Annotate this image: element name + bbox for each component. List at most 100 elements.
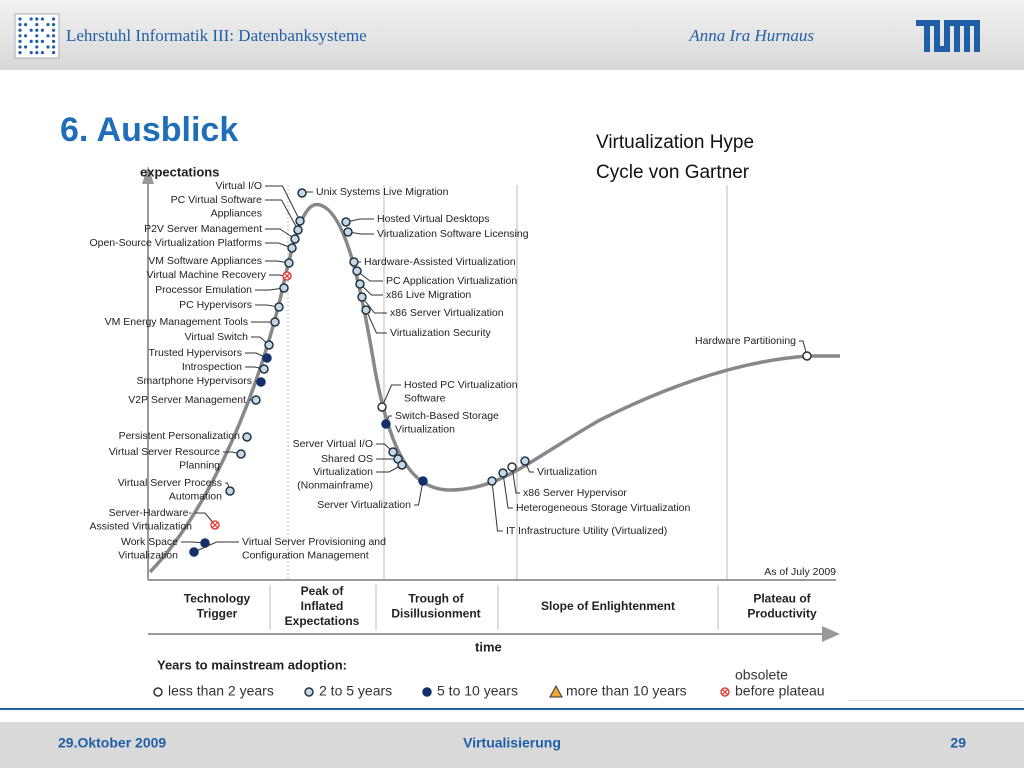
marker	[397, 460, 407, 470]
logo-dot	[46, 34, 50, 38]
logo-dot	[35, 51, 39, 55]
item-label: Hosted PC Virtualization	[404, 379, 518, 391]
marker	[225, 486, 235, 496]
logo-dot	[46, 45, 50, 49]
logo-dot	[40, 39, 45, 44]
item-label: Virtualization Software Licensing	[377, 228, 529, 240]
logo-dot	[35, 45, 39, 49]
marker	[498, 468, 508, 478]
marker	[274, 302, 284, 312]
connector	[265, 242, 293, 249]
item-label: Switch-Based Storage	[395, 410, 499, 422]
legend-title: Years to mainstream adoption:	[157, 657, 347, 672]
marker-cross	[722, 689, 728, 695]
connector	[365, 309, 387, 334]
item-label: Automation	[169, 490, 222, 502]
item-label: PC Virtual Software	[171, 194, 263, 206]
logo-dot	[18, 28, 22, 32]
item-label: Smartphone Hypervisors	[136, 375, 252, 387]
marker	[361, 305, 371, 315]
connector	[265, 185, 301, 222]
phase-label: Technology	[184, 592, 251, 606]
marker	[802, 351, 812, 361]
logo-dot	[18, 17, 22, 21]
marker	[295, 216, 305, 226]
item-label: Open-Source Virtualization Platforms	[89, 237, 262, 249]
item-label: Virtual Server Process	[118, 477, 222, 489]
logo-dot	[52, 23, 56, 27]
phase-label: Slope of Enlightenment	[541, 599, 675, 613]
logo-dot	[52, 28, 56, 32]
connector	[356, 270, 383, 282]
footer-rule	[0, 708, 1024, 710]
marker	[293, 225, 303, 235]
marker	[377, 402, 387, 412]
connector	[345, 218, 374, 223]
connector	[265, 228, 296, 240]
item-label: x86 Server Hypervisor	[523, 487, 627, 499]
item-label: (Nonmainframe)	[297, 479, 373, 491]
marker	[352, 266, 362, 276]
logo-dot	[18, 34, 22, 38]
logo-dot	[35, 28, 39, 32]
logo-dot	[29, 39, 33, 44]
marker	[270, 317, 280, 327]
legend-entry: obsolete	[735, 667, 788, 683]
logo-dot	[46, 23, 50, 27]
connector	[361, 296, 387, 314]
connector	[376, 464, 403, 473]
item-label: VM Energy Management Tools	[105, 316, 248, 328]
item-label: V2P Server Management	[128, 394, 246, 406]
logo-dot	[35, 23, 39, 27]
marker	[422, 687, 432, 697]
item-label: P2V Server Management	[144, 223, 262, 235]
connector	[414, 480, 424, 506]
marker	[520, 456, 530, 466]
logo-dot	[52, 39, 56, 44]
item-label: Processor Emulation	[155, 284, 252, 296]
logo-dot	[52, 51, 56, 55]
author: Anna Ira Hurnaus	[688, 26, 814, 45]
item-label: Assisted Virtualization	[89, 520, 192, 532]
connector	[265, 199, 299, 231]
item-label: Unix Systems Live Migration	[316, 186, 449, 198]
logo-dot	[40, 51, 45, 55]
as-of: As of July 2009	[764, 566, 836, 578]
item-label: Hosted Virtual Desktops	[377, 213, 489, 225]
footer-topic: Virtualisierung	[463, 735, 561, 751]
marker	[355, 279, 365, 289]
item-label: Configuration Management	[242, 549, 369, 561]
item-label: Heterogeneous Storage Virtualization	[516, 502, 690, 514]
item-label: Persistent Personalization	[119, 430, 241, 442]
slide-title: 6. Ausblick	[60, 111, 238, 149]
marker	[279, 283, 289, 293]
marker-cross	[284, 273, 290, 279]
marker	[487, 476, 497, 486]
marker	[259, 364, 269, 374]
marker	[189, 547, 199, 557]
item-label: x86 Server Virtualization	[390, 307, 504, 319]
connector	[502, 472, 513, 509]
phase-label: Productivity	[747, 607, 817, 621]
logo-dot	[24, 34, 28, 38]
marker	[251, 395, 261, 405]
phase-label: Plateau of	[753, 592, 811, 606]
phase-label: Peak of	[301, 584, 345, 598]
marker	[284, 258, 294, 268]
item-label: Server Virtualization	[317, 499, 411, 511]
item-label: Virtual Machine Recovery	[147, 269, 267, 281]
connector	[195, 512, 216, 526]
logo-dot	[29, 17, 33, 21]
item-label: PC Hypervisors	[179, 299, 252, 311]
phase-label: Inflated	[301, 599, 344, 613]
phase-label: Disillusionment	[391, 607, 480, 621]
logo-dot	[35, 17, 39, 21]
connector	[799, 340, 808, 357]
logo-dot	[52, 45, 56, 49]
hype-curve	[148, 202, 840, 574]
marker	[381, 419, 391, 429]
item-label: Work Space	[121, 536, 178, 548]
marker	[236, 449, 246, 459]
logo-dot	[18, 39, 22, 44]
